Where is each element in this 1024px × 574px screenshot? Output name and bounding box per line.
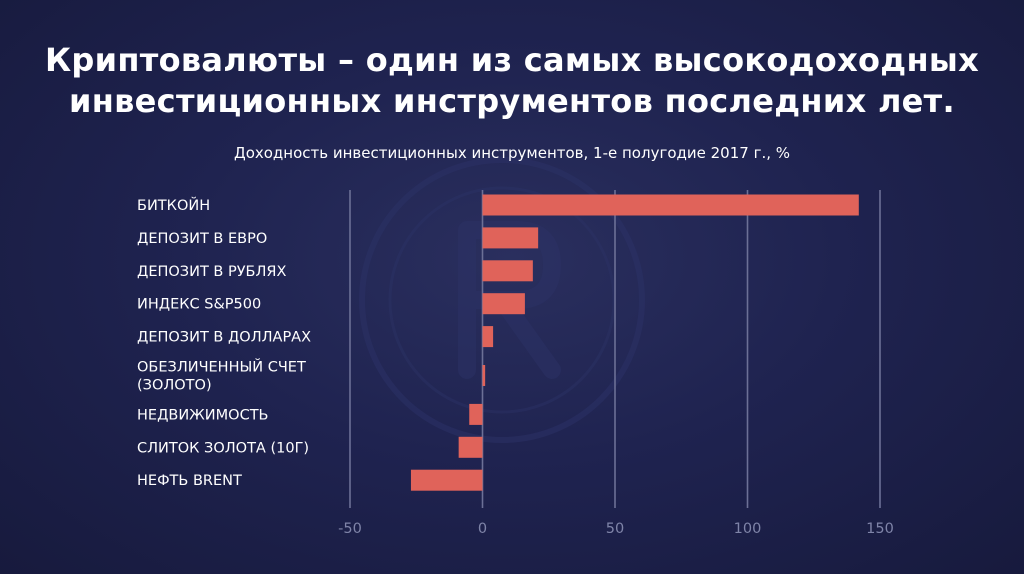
bars	[410, 194, 859, 491]
category-labels: БИТКОЙН ДЕПОЗИТ В ЕВРО ДЕПОЗИТ В РУБЛЯХ ИНД…	[137, 196, 311, 489]
bar-4	[482, 326, 494, 348]
gridlines	[349, 190, 881, 508]
x-tick-label-4: 150	[866, 521, 894, 537]
x-tick-label-0: -50	[338, 521, 362, 537]
x-tick-label-3: 100	[734, 521, 762, 537]
category-label-6: НЕДВИЖИМОСТЬ	[137, 407, 269, 423]
page-title: Криптовалюты – один из самых высокодоход…	[0, 40, 1024, 122]
category-label-4: ДЕПОЗИТ В ДОЛЛАРАХ	[137, 330, 311, 346]
bar-7	[458, 436, 483, 458]
chart-subtitle: Доходность инвестиционных инструментов, …	[233, 144, 791, 162]
category-label-5: ОБЕЗЛИЧЕННЫЙ СЧЕТ (ЗОЛОТО)	[137, 358, 306, 394]
bar-0	[482, 194, 859, 216]
watermark-logo-icon	[359, 157, 645, 443]
bar-2	[482, 260, 533, 282]
category-label-1: ДЕПОЗИТ В ЕВРО	[137, 231, 267, 247]
category-label-7: СЛИТОК ЗОЛОТА (10Г)	[137, 440, 309, 456]
title-line-2: инвестиционных инструментов последних ле…	[69, 82, 955, 120]
category-label-0: БИТКОЙН	[137, 196, 210, 214]
bar-3	[482, 293, 525, 315]
bar-8	[410, 469, 483, 491]
category-label-2: ДЕПОЗИТ В РУБЛЯХ	[137, 264, 286, 280]
category-label-3: ИНДЕКС S&P500	[137, 297, 261, 313]
bar-5	[482, 365, 486, 386]
bar-6	[469, 403, 483, 425]
x-axis-tick-labels: -50 0 50 100 150	[338, 521, 894, 537]
category-label-8: НЕФТЬ BRENT	[137, 473, 242, 489]
x-tick-label-2: 50	[606, 521, 624, 537]
title-line-1: Криптовалюты – один из самых высокодоход…	[44, 41, 980, 79]
x-tick-label-1: 0	[478, 521, 487, 537]
bar-1	[482, 227, 539, 249]
